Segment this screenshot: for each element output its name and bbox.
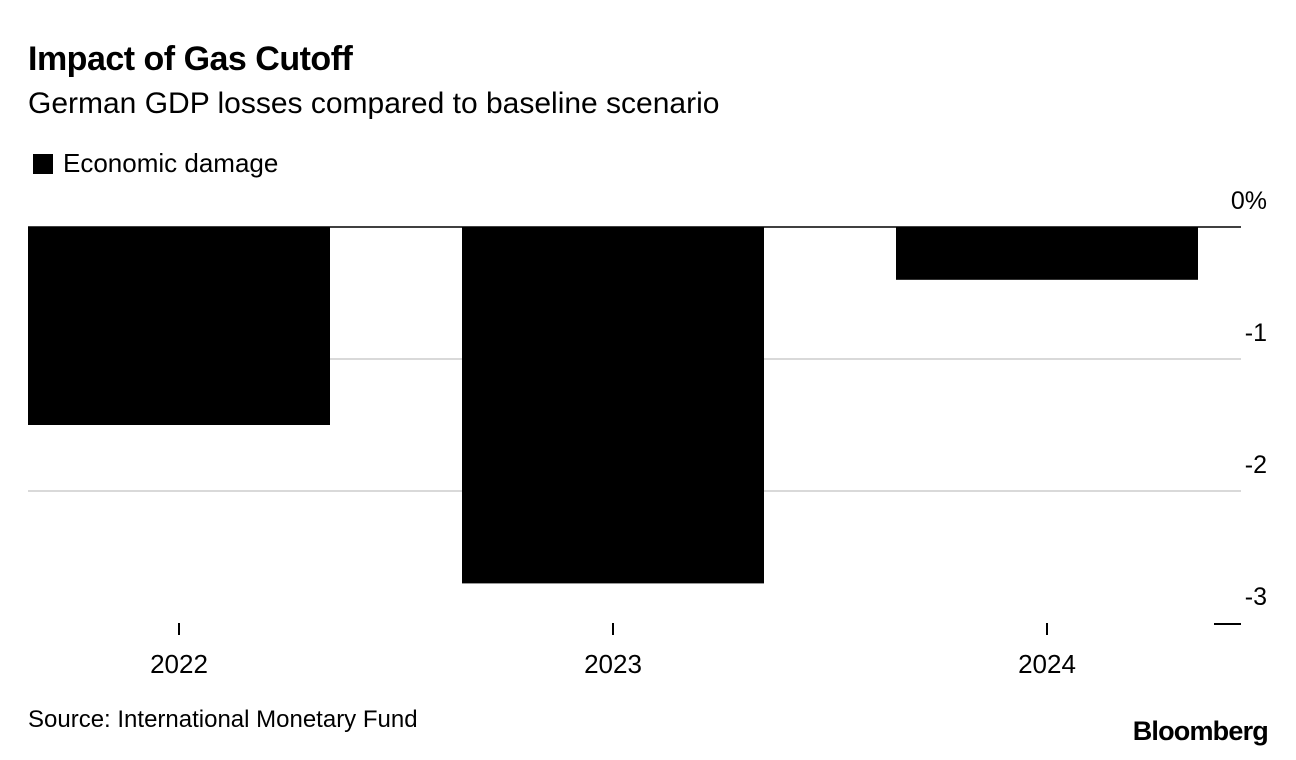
y-tick-label: -3 [1245, 583, 1267, 611]
bar-2024 [896, 227, 1198, 280]
x-tick-label: 2023 [584, 649, 642, 679]
source-note: Source: International Monetary Fund [28, 706, 418, 733]
legend-swatch [33, 153, 53, 174]
bar-chart: 2022 2023 2024 0% -1 -2 -3 [28, 187, 1267, 679]
y-tick-label: -1 [1245, 319, 1267, 347]
legend-label: Economic damage [63, 148, 279, 178]
bar-2023 [462, 227, 764, 584]
bar-2022 [28, 227, 330, 425]
y-tick-label: -2 [1245, 451, 1267, 479]
legend: Economic damage [33, 148, 278, 179]
x-tick-label: 2022 [150, 649, 208, 679]
y-tick-label: 0% [1231, 187, 1267, 215]
bloomberg-logo: Bloomberg [1132, 716, 1269, 746]
chart-subtitle: German GDP losses compared to baseline s… [28, 87, 720, 120]
x-tick-label: 2024 [1018, 649, 1076, 679]
chart-title: Impact of Gas Cutoff [28, 40, 353, 78]
